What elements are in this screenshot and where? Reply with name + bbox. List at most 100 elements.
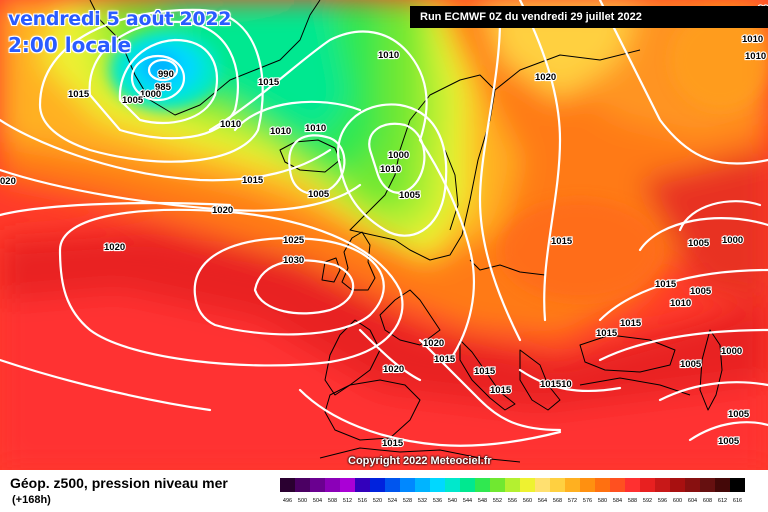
legend-swatch <box>595 478 610 492</box>
isobar-label: 1000 <box>140 89 161 100</box>
isobar-label: 1020 <box>383 364 404 375</box>
legend-tick-label: 584 <box>613 498 622 504</box>
legend-tick-label: 520 <box>373 498 382 504</box>
legend-tick-label: 540 <box>448 498 457 504</box>
legend-swatch <box>580 478 595 492</box>
legend-tick-label: 508 <box>328 498 337 504</box>
legend-tick-label: 580 <box>598 498 607 504</box>
legend-swatch <box>535 478 550 492</box>
legend-swatch <box>295 478 310 492</box>
isobar-label: 020 <box>0 176 16 187</box>
legend-tick-label: 500 <box>298 498 307 504</box>
legend-swatch <box>730 478 745 492</box>
legend-swatch <box>325 478 340 492</box>
isobar-label: 1005 <box>122 95 144 106</box>
legend-swatch <box>280 478 295 492</box>
legend-tick-label: 552 <box>493 498 502 504</box>
isobar-label: 1005 <box>399 190 421 201</box>
isobar-label: 1005 <box>690 286 712 297</box>
isobar-label: 1020 <box>535 72 556 83</box>
isobar-label: 1020 <box>104 242 125 253</box>
isobar-label: 1000 <box>721 346 742 357</box>
legend-swatch <box>430 478 445 492</box>
legend-tick-label: 604 <box>688 498 697 504</box>
isobar-label: 1005 <box>680 359 702 370</box>
coastlines <box>89 0 723 463</box>
isobar-label: 1005 <box>688 238 710 249</box>
legend-tick-label: 588 <box>628 498 637 504</box>
isobar-label: 1005 <box>718 436 740 447</box>
isobar-label: 985 <box>155 82 172 93</box>
isobar-label: 1010 <box>270 126 291 137</box>
isobar-label: 1015 <box>434 354 456 365</box>
legend-swatch <box>355 478 370 492</box>
legend-swatch <box>520 478 535 492</box>
isobar-label: 1010 <box>745 51 766 62</box>
isobar-label: 101510 <box>540 379 572 390</box>
legend-swatch <box>340 478 355 492</box>
legend-swatch <box>565 478 580 492</box>
isobar-label: 1010 <box>378 50 399 61</box>
legend-tick-label: 608 <box>703 498 712 504</box>
legend-tick-label: 544 <box>463 498 472 504</box>
legend-tick-label: 616 <box>733 498 742 504</box>
copyright: Copyright 2022 Meteociel.fr <box>348 455 492 467</box>
legend-tick-label: 596 <box>658 498 667 504</box>
legend-tick-label: 516 <box>358 498 367 504</box>
isobar-label: 1010 <box>670 298 691 309</box>
legend-swatch <box>415 478 430 492</box>
isobar-label: 1015 <box>490 385 512 396</box>
isobar-label: 1010 <box>380 164 401 175</box>
isobar-label: 1010 <box>305 123 326 134</box>
legend-tick-label: 600 <box>673 498 682 504</box>
legend-tick-label: 572 <box>568 498 577 504</box>
legend-bar: Géop. z500, pression niveau mer (+168h) … <box>0 470 768 512</box>
isobar-label: 1020 <box>423 338 444 349</box>
legend-swatch <box>460 478 475 492</box>
isobar-label: 1015 <box>258 77 280 88</box>
legend-swatch <box>400 478 415 492</box>
legend-tick-label: 560 <box>523 498 532 504</box>
isobar-label: 990 <box>158 69 174 80</box>
legend-tick-label: 528 <box>403 498 412 504</box>
legend-tick-label: 612 <box>718 498 727 504</box>
isobar-label: 1020 <box>212 205 233 216</box>
legend-tick-label: 548 <box>478 498 487 504</box>
legend-tick-label: 504 <box>313 498 322 504</box>
isobar-label: 1010 <box>220 119 241 130</box>
isobar-label: 1000 <box>722 235 743 246</box>
legend-tick-label: 568 <box>553 498 562 504</box>
isobar-label: 1015 <box>68 89 90 100</box>
legend-swatch <box>700 478 715 492</box>
legend-tick-label: 532 <box>418 498 427 504</box>
forecast-map: 990 985 1000 1005 1015 1010 1010 1010 10… <box>0 0 768 470</box>
legend-swatch <box>610 478 625 492</box>
legend-tick-label: 556 <box>508 498 517 504</box>
legend-swatch <box>505 478 520 492</box>
legend-swatch <box>385 478 400 492</box>
legend-tick-label: 512 <box>343 498 352 504</box>
isobar-label: 1030 <box>283 255 304 266</box>
isobar-label: 1025 <box>283 235 305 246</box>
run-info: Run ECMWF 0Z du vendredi 29 juillet 2022 <box>410 6 768 28</box>
legend-swatch <box>685 478 700 492</box>
forecast-time: 2:00 locale <box>8 33 132 57</box>
legend-swatch <box>715 478 730 492</box>
isobar-label: 1015 <box>242 175 264 186</box>
isobar-label: 1010 <box>742 34 763 45</box>
isobar-label: 1005 <box>308 189 330 200</box>
legend-tick-label: 536 <box>433 498 442 504</box>
isobar-label: 1015 <box>474 366 496 377</box>
legend-swatch <box>370 478 385 492</box>
isobar-label: 1005 <box>728 409 750 420</box>
legend-tick-label: 524 <box>388 498 397 504</box>
isobar-label: 1015 <box>620 318 642 329</box>
legend-swatch <box>625 478 640 492</box>
color-scale: 496 500 504 508 512 516 520 524 528 532 536 540 544 5… <box>280 478 745 504</box>
geopotential-field <box>0 0 768 470</box>
forecast-hour: (+168h) <box>12 494 51 506</box>
legend-tick-label: 592 <box>643 498 652 504</box>
map-title: Géop. z500, pression niveau mer <box>10 475 228 491</box>
isobar-label: 1015 <box>551 236 573 247</box>
